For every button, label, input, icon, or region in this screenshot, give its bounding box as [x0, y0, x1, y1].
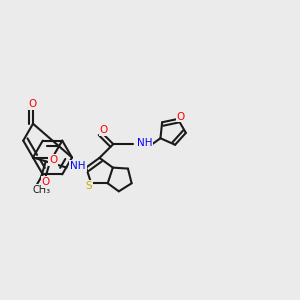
Text: O: O [100, 125, 108, 135]
Text: CH₃: CH₃ [33, 185, 51, 195]
Text: NH: NH [70, 161, 86, 171]
Text: O: O [42, 177, 50, 187]
Text: S: S [85, 181, 92, 191]
Text: NH: NH [137, 138, 152, 148]
Text: O: O [29, 99, 37, 110]
Text: O: O [177, 112, 185, 122]
Text: O: O [49, 155, 58, 165]
